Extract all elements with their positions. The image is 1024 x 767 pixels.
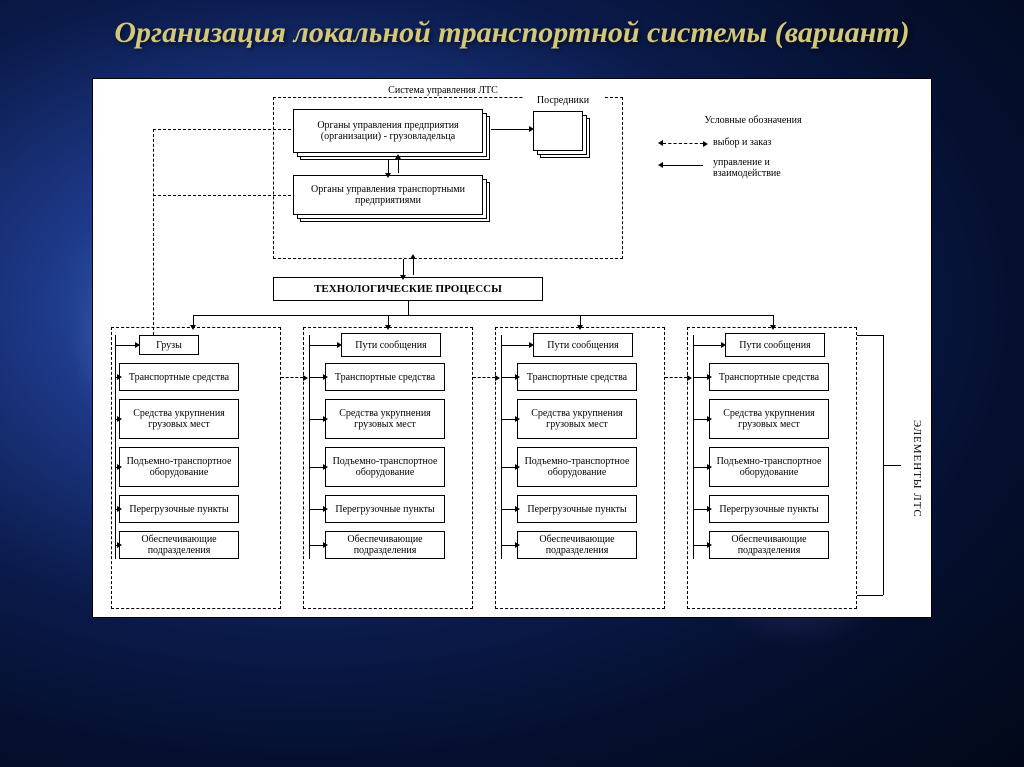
col4-item3: Подъемно-транспортное оборудование — [709, 447, 829, 487]
col2-item3: Подъемно-транспортное оборудование — [325, 447, 445, 487]
col3-item2: Средства укрупнения грузовых мест — [517, 399, 637, 439]
col2-item5: Обеспечивающие подразделения — [325, 531, 445, 559]
col3-item1: Транспортные средства — [517, 363, 637, 391]
mediators-label: Посредники — [523, 95, 603, 106]
col2-item0: Пути сообщения — [341, 333, 441, 357]
col2-item1: Транспортные средства — [325, 363, 445, 391]
col1-item4: Перегрузочные пункты — [119, 495, 239, 523]
transport-org-box: Органы управления транспортными предприя… — [293, 175, 483, 215]
slide-title: Организация локальной транспортной систе… — [0, 0, 1024, 58]
transport-org-text: Органы управления транспортными предприя… — [296, 184, 480, 206]
col1-item0: Грузы — [139, 335, 199, 355]
col1-item3: Подъемно-транспортное оборудование — [119, 447, 239, 487]
mediators-box — [533, 111, 583, 151]
col4-item4: Перегрузочные пункты — [709, 495, 829, 523]
col4-item5: Обеспечивающие подразделения — [709, 531, 829, 559]
col4-item0: Пути сообщения — [725, 333, 825, 357]
management-org-text: Органы управления предприятия (организац… — [296, 120, 480, 142]
col3-item4: Перегрузочные пункты — [517, 495, 637, 523]
col2-item2: Средства укрупнения грузовых мест — [325, 399, 445, 439]
tech-processes-text: ТЕХНОЛОГИЧЕСКИЕ ПРОЦЕССЫ — [314, 283, 502, 295]
legend-solid-text: управление и взаимодействие — [713, 157, 833, 179]
diagram-container: Система управления ЛТС Органы управления… — [92, 78, 932, 618]
legend-title: Условные обозначения — [673, 115, 833, 126]
management-org-box: Органы управления предприятия (организац… — [293, 109, 483, 153]
tech-processes-box: ТЕХНОЛОГИЧЕСКИЕ ПРОЦЕССЫ — [273, 277, 543, 301]
col3-item3: Подъемно-транспортное оборудование — [517, 447, 637, 487]
col4-item1: Транспортные средства — [709, 363, 829, 391]
col1-item5: Обеспечивающие подразделения — [119, 531, 239, 559]
side-label: ЭЛЕМЕНТЫ ЛТС — [911, 399, 923, 539]
top-frame-label: Система управления ЛТС — [343, 85, 543, 96]
col3-item0: Пути сообщения — [533, 333, 633, 357]
col1-item1: Транспортные средства — [119, 363, 239, 391]
legend-dashed-text: выбор и заказ — [713, 137, 833, 148]
col3-item5: Обеспечивающие подразделения — [517, 531, 637, 559]
legend-solid-line — [663, 165, 703, 166]
col4-item2: Средства укрупнения грузовых мест — [709, 399, 829, 439]
col1-item2: Средства укрупнения грузовых мест — [119, 399, 239, 439]
col2-item4: Перегрузочные пункты — [325, 495, 445, 523]
